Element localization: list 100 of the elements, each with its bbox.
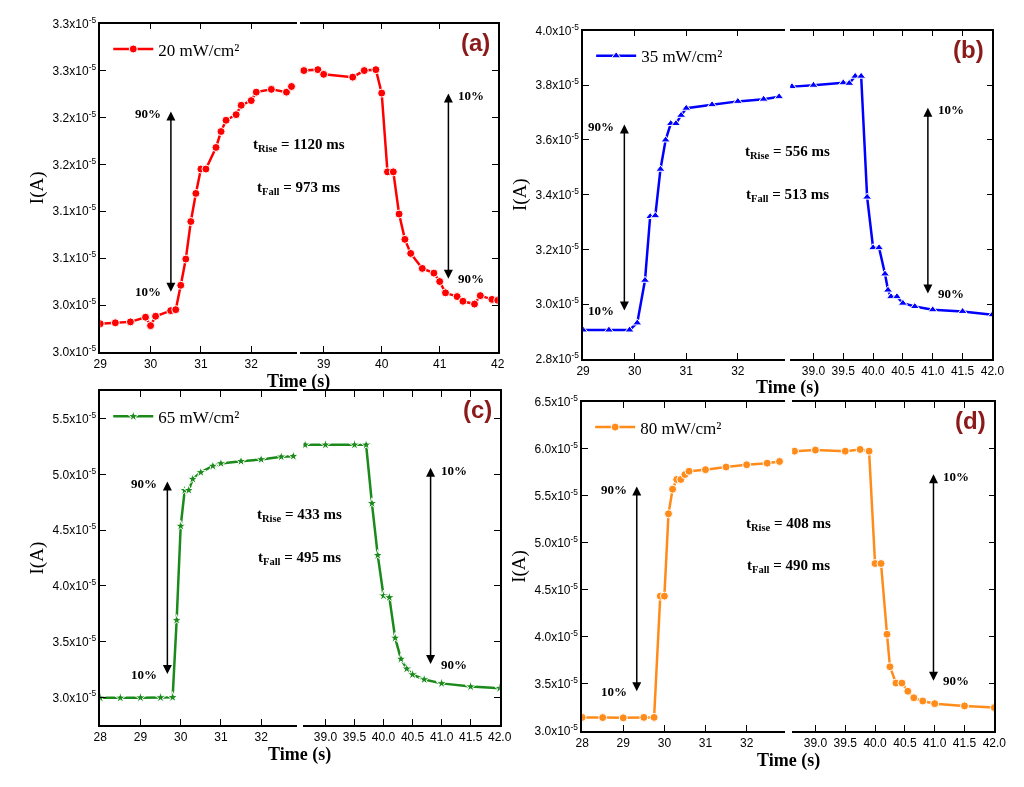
- y-axis-title: I(A): [25, 171, 48, 205]
- y-tick-label: 3.0x10$^{-5}$: [52, 688, 97, 705]
- point: [918, 696, 928, 706]
- x-tick-label: 28: [575, 736, 590, 751]
- point: [235, 455, 247, 467]
- x-tick-label: 39.0: [313, 730, 338, 745]
- point: [639, 712, 649, 722]
- x-tick-label: 30: [174, 730, 188, 745]
- annotation: 90%: [938, 286, 964, 301]
- y-tick-label: 2.8x10$^{-5}$: [535, 349, 580, 366]
- x-tick-label: 30: [628, 363, 642, 378]
- point: [808, 80, 819, 88]
- point: [110, 318, 120, 328]
- annotation: 10%: [131, 667, 157, 682]
- y-axis-title: I(A): [507, 550, 530, 583]
- point: [146, 321, 156, 331]
- point: [406, 248, 416, 258]
- y-tick-label: 4.5x10$^{-5}$: [534, 581, 579, 598]
- point: [721, 462, 731, 472]
- x-tick-label: 29: [93, 357, 108, 372]
- point: [742, 460, 752, 470]
- point: [417, 263, 427, 273]
- annotation: 90%: [588, 119, 614, 134]
- y-tick-label: 4.0x10$^{-5}$: [52, 577, 97, 594]
- x-tick-label: 40: [375, 357, 389, 372]
- annotation: t$_{Rise}$ = 408 ms: [746, 515, 832, 534]
- annotation: 10%: [458, 88, 484, 103]
- point: [862, 192, 873, 200]
- point: [266, 84, 276, 94]
- annotation: t$_{Fall}$ = 495 ms: [258, 549, 342, 568]
- point: [141, 312, 151, 322]
- point: [701, 465, 711, 475]
- point: [394, 209, 404, 219]
- x-tick-label: 42.0: [980, 363, 1005, 378]
- point: [255, 453, 267, 465]
- x-tick-label: 41: [433, 357, 447, 372]
- annotation: t$_{Rise}$ = 433 ms: [257, 506, 343, 525]
- point: [876, 559, 886, 569]
- x-tick-label: 39.5: [833, 736, 858, 751]
- x-tick-label: 42.0: [982, 736, 1007, 751]
- x-tick-label: 39.5: [342, 730, 367, 745]
- x-tick-label: 31: [679, 363, 694, 378]
- point: [909, 693, 919, 703]
- y-axis-title: I(A): [508, 178, 531, 211]
- x-axis-title: Time (s): [757, 750, 821, 771]
- x-tick-label: 32: [254, 730, 269, 745]
- point: [300, 66, 309, 76]
- y-tick-label: 4.0x10$^{-5}$: [534, 628, 579, 645]
- point: [855, 444, 865, 454]
- annotation: 10%: [588, 303, 614, 318]
- point: [366, 497, 378, 509]
- y-tick-label: 5.0x10$^{-5}$: [52, 465, 97, 482]
- x-tick-label: 41.0: [429, 730, 454, 745]
- y-tick-label: 5.0x10$^{-5}$: [534, 534, 579, 551]
- point: [221, 115, 231, 125]
- point: [659, 591, 669, 601]
- y-tick-label: 3.8x10$^{-5}$: [535, 76, 580, 93]
- annotation: t$_{Rise}$ = 1120 ms: [253, 136, 345, 155]
- point: [246, 96, 256, 106]
- chart-title: (d): [955, 407, 986, 434]
- x-tick-label: 32: [244, 357, 259, 372]
- y-tick-label: 3.6x10$^{-5}$: [535, 131, 580, 148]
- point: [452, 292, 462, 302]
- point: [960, 701, 970, 711]
- x-axis-title: Time (s): [756, 377, 820, 398]
- point: [151, 311, 161, 321]
- x-tick-label: 40.5: [400, 730, 425, 745]
- point: [114, 691, 127, 703]
- point: [429, 268, 439, 278]
- x-tick-label: 40.0: [371, 730, 396, 745]
- y-tick-label: 3.3x10$^{-5}$: [52, 14, 97, 31]
- chart-title: (c): [463, 396, 493, 423]
- point: [758, 94, 769, 102]
- y-tick-label: 6.0x10$^{-5}$: [534, 440, 579, 457]
- point: [624, 325, 635, 333]
- point: [897, 678, 907, 688]
- point: [684, 466, 694, 476]
- x-tick-label: 39: [316, 357, 331, 372]
- chart-title: (b): [953, 36, 984, 63]
- point: [792, 446, 800, 456]
- annotation: 90%: [458, 271, 484, 286]
- y-tick-label: 3.5x10$^{-5}$: [534, 675, 579, 692]
- point: [435, 277, 445, 287]
- point: [251, 87, 261, 97]
- point: [762, 458, 772, 468]
- point: [957, 306, 968, 314]
- y-tick-label: 3.0x10$^{-5}$: [535, 295, 580, 312]
- annotation: 10%: [938, 102, 964, 117]
- point: [856, 71, 867, 79]
- point: [215, 457, 227, 469]
- x-tick-label: 29: [133, 730, 148, 745]
- point: [650, 211, 661, 219]
- y-tick-label: 3.2x10$^{-5}$: [52, 108, 97, 125]
- point: [475, 291, 485, 301]
- point: [207, 459, 219, 472]
- legend-label: 65 mW/cm²: [158, 407, 240, 427]
- x-axis-title: Time (s): [268, 744, 332, 765]
- point: [598, 713, 608, 723]
- point: [903, 686, 913, 696]
- point: [435, 677, 448, 689]
